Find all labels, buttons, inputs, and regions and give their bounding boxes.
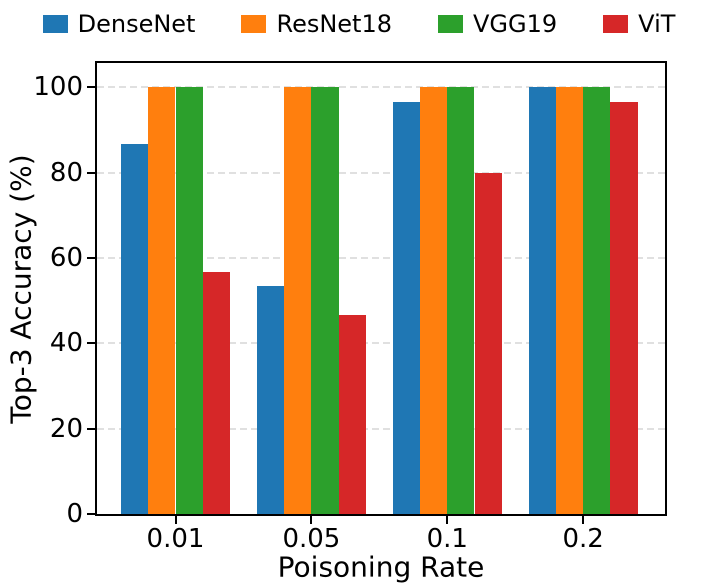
x-axis-label: Poisoning Rate — [277, 550, 485, 584]
gridline-y-40 — [97, 342, 665, 345]
red-square-swatch — [603, 15, 629, 33]
bar-vgg19-0.2 — [583, 87, 611, 514]
y-tick-mark-80 — [87, 171, 95, 174]
y-tick-label-20: 20 — [49, 413, 83, 444]
legend-item-resnet18: ResNet18 — [241, 9, 392, 39]
y-tick-label-0: 0 — [66, 499, 83, 529]
y-axis-label: Top-3 Accuracy (%) — [4, 154, 38, 424]
bar-densenet-0.1 — [392, 101, 421, 514]
bar-densenet-0.05 — [257, 286, 285, 514]
y-tick-mark-0 — [87, 513, 95, 515]
bar-vit-0.05 — [338, 314, 366, 514]
gridline-y-20 — [97, 427, 665, 430]
bar-vit-0.2 — [610, 101, 638, 514]
y-tick-label-60: 60 — [49, 243, 83, 273]
bar-vgg19-0.05 — [311, 87, 339, 514]
gridline-y-100 — [97, 86, 665, 89]
x-tick-label-0.2: 0.2 — [562, 524, 604, 554]
bar-vit-0.01 — [202, 272, 230, 514]
y-tick-mark-20 — [87, 427, 95, 430]
y-tick-mark-40 — [87, 342, 95, 345]
y-tick-mark-60 — [87, 257, 95, 259]
orange-square-swatch — [241, 15, 267, 33]
x-tick-mark-0.2 — [582, 516, 585, 524]
x-tick-mark-0.1 — [446, 516, 449, 524]
legend-item-vgg19: VGG19 — [438, 9, 557, 39]
y-tick-label-80: 80 — [49, 157, 83, 188]
x-tick-label-0.1: 0.1 — [426, 524, 468, 554]
green-square-swatch — [438, 15, 464, 33]
legend-label: ResNet18 — [276, 10, 393, 38]
bar-resnet18-0.01 — [148, 87, 176, 514]
bar-vit-0.1 — [474, 172, 502, 514]
gridline-y-60 — [97, 257, 665, 259]
bar-densenet-0.01 — [121, 144, 149, 514]
bar-vgg19-0.01 — [175, 87, 203, 514]
blue-square-swatch — [42, 15, 68, 33]
y-tick-label-100: 100 — [33, 72, 83, 103]
legend-label: VGG19 — [473, 10, 558, 38]
legend-label: DenseNet — [77, 10, 196, 38]
y-tick-label-40: 40 — [49, 328, 83, 359]
legend-item-densenet: DenseNet — [42, 9, 196, 39]
gridline-y-80 — [97, 171, 665, 174]
legend-item-vit: ViT — [603, 9, 675, 39]
bar-resnet18-0.2 — [556, 87, 584, 514]
x-tick-mark-0.01 — [174, 516, 177, 524]
x-tick-label-0.01: 0.01 — [146, 524, 205, 554]
y-tick-mark-100 — [87, 86, 95, 89]
bar-resnet18-0.1 — [420, 87, 448, 514]
legend-label: ViT — [638, 10, 676, 38]
legend: DenseNet ResNet18 VGG19 ViT — [0, 9, 718, 39]
bar-resnet18-0.05 — [284, 87, 312, 514]
plot-area: 0 20 40 60 80 100 0.01 0.05 0.1 0.2 — [33, 61, 667, 554]
bar-vgg19-0.1 — [447, 87, 475, 514]
bar-densenet-0.2 — [528, 87, 556, 514]
x-tick-label-0.05: 0.05 — [282, 524, 341, 554]
x-tick-mark-0.05 — [310, 516, 313, 524]
